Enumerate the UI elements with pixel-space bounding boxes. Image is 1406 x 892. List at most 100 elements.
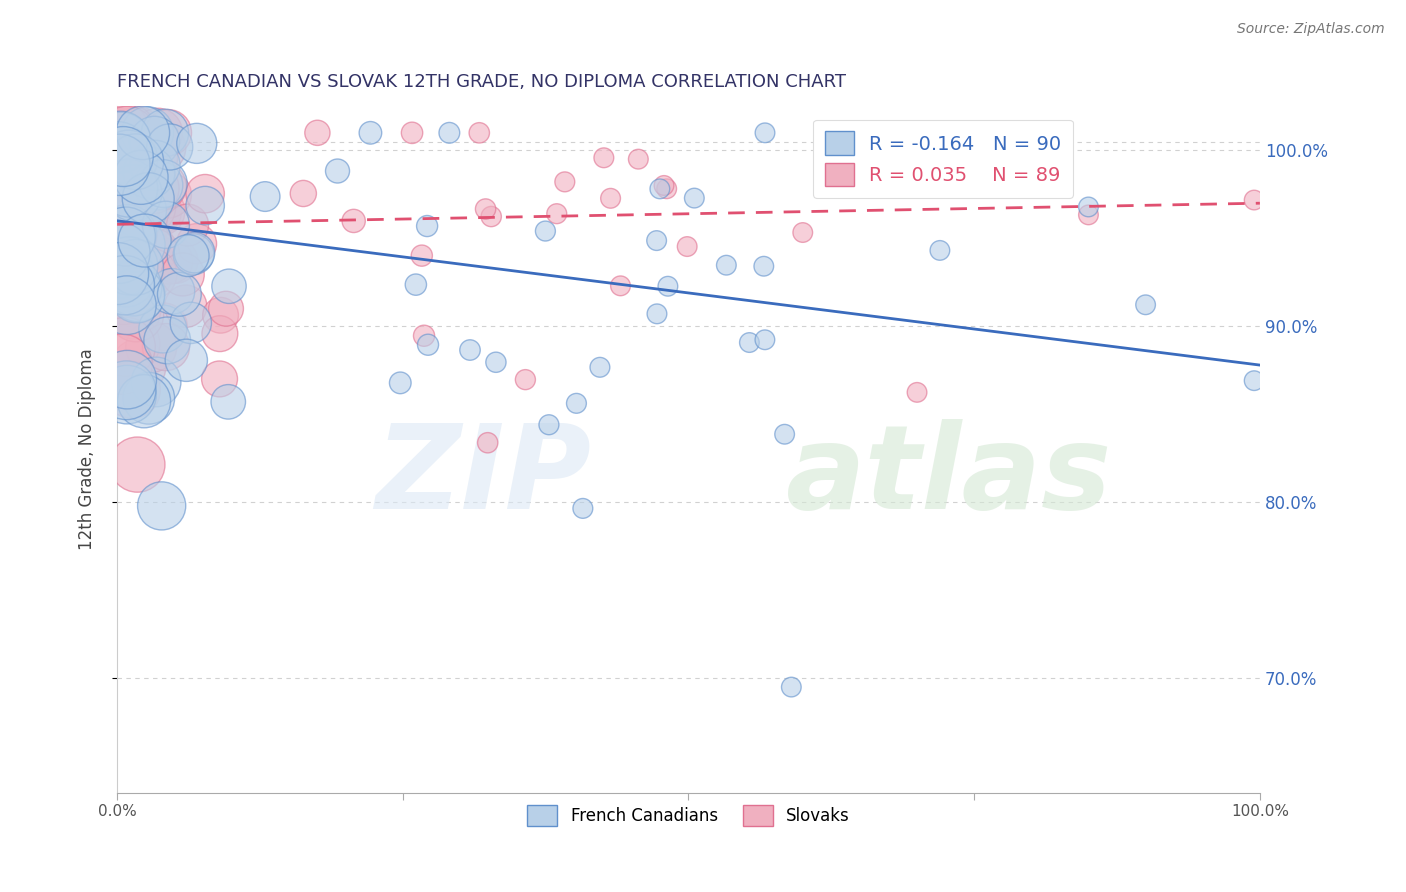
Point — [143, 247, 166, 261]
Point — [141, 267, 163, 281]
Point — [138, 391, 160, 405]
Point — [115, 128, 138, 143]
Point — [134, 165, 156, 179]
Point — [186, 236, 208, 251]
Point — [183, 247, 205, 261]
Point — [141, 151, 163, 165]
Point — [209, 308, 232, 322]
Point — [110, 135, 132, 149]
Point — [657, 279, 679, 293]
Point — [416, 219, 439, 233]
Point — [136, 192, 159, 206]
Point — [112, 266, 135, 280]
Point — [128, 359, 150, 374]
Point — [146, 126, 169, 140]
Point — [112, 244, 135, 259]
Point — [599, 191, 621, 205]
Point — [773, 427, 796, 442]
Point — [121, 303, 143, 318]
Point — [120, 203, 142, 218]
Point — [134, 234, 156, 248]
Point — [112, 287, 135, 301]
Point — [153, 126, 176, 140]
Point — [117, 181, 139, 195]
Point — [129, 235, 152, 250]
Point — [114, 159, 136, 173]
Point — [218, 279, 240, 293]
Point — [1135, 298, 1157, 312]
Point — [754, 126, 776, 140]
Point — [905, 385, 928, 400]
Point — [122, 126, 145, 140]
Point — [129, 203, 152, 218]
Point — [143, 134, 166, 148]
Point — [146, 204, 169, 219]
Point — [150, 141, 173, 155]
Point — [157, 126, 180, 140]
Point — [112, 234, 135, 248]
Point — [652, 178, 675, 193]
Point — [115, 126, 138, 140]
Point — [128, 222, 150, 236]
Point — [125, 307, 148, 321]
Point — [127, 237, 149, 252]
Point — [1243, 374, 1265, 388]
Point — [458, 343, 481, 357]
Point — [215, 301, 238, 316]
Point — [132, 126, 155, 140]
Point — [307, 126, 329, 140]
Point — [107, 189, 129, 203]
Point — [145, 375, 167, 389]
Point — [485, 355, 508, 369]
Point — [152, 179, 174, 194]
Point — [115, 210, 138, 224]
Point — [128, 203, 150, 218]
Point — [515, 373, 537, 387]
Point — [186, 136, 208, 151]
Point — [411, 249, 433, 263]
Point — [122, 186, 145, 200]
Point — [565, 396, 588, 410]
Point — [589, 360, 612, 375]
Point — [752, 259, 775, 273]
Point — [132, 394, 155, 409]
Point — [554, 175, 576, 189]
Point — [176, 218, 198, 232]
Point — [405, 277, 427, 292]
Point — [792, 226, 814, 240]
Point — [413, 328, 436, 343]
Point — [174, 299, 197, 313]
Point — [780, 680, 803, 694]
Point — [683, 191, 706, 205]
Point — [1243, 193, 1265, 207]
Point — [155, 218, 177, 232]
Point — [159, 254, 181, 268]
Point — [194, 186, 217, 201]
Point — [152, 322, 174, 336]
Point — [115, 384, 138, 398]
Point — [165, 254, 187, 268]
Point — [292, 186, 315, 201]
Point — [546, 207, 568, 221]
Legend: French Canadians, Slovaks: French Canadians, Slovaks — [520, 798, 856, 832]
Point — [115, 373, 138, 387]
Point — [217, 394, 239, 409]
Point — [359, 126, 381, 140]
Point — [115, 298, 138, 312]
Point — [194, 198, 217, 212]
Point — [157, 187, 180, 202]
Point — [152, 177, 174, 191]
Point — [121, 383, 143, 397]
Point — [135, 267, 157, 281]
Point — [136, 126, 159, 140]
Point — [114, 278, 136, 293]
Point — [176, 353, 198, 368]
Point — [326, 164, 349, 178]
Point — [142, 181, 165, 195]
Point — [118, 198, 141, 212]
Point — [110, 198, 132, 212]
Point — [474, 202, 496, 216]
Text: FRENCH CANADIAN VS SLOVAK 12TH GRADE, NO DIPLOMA CORRELATION CHART: FRENCH CANADIAN VS SLOVAK 12TH GRADE, NO… — [117, 73, 846, 91]
Point — [127, 458, 149, 472]
Point — [112, 149, 135, 163]
